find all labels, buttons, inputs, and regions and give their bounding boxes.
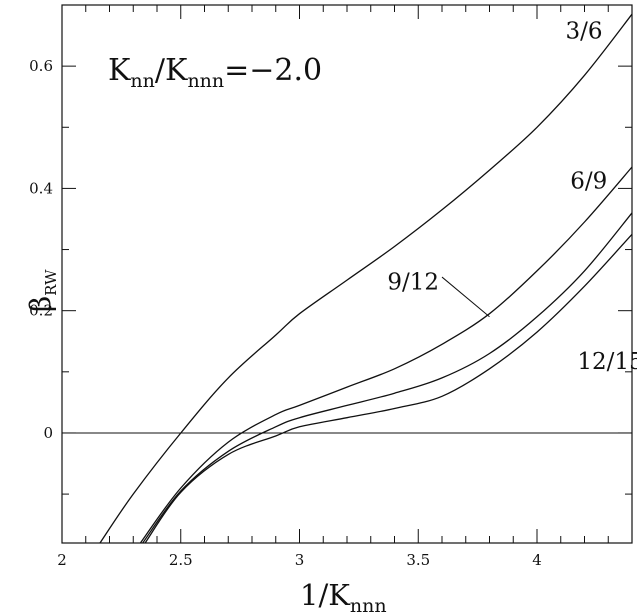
series-line-12-15 [144, 233, 633, 544]
y-tick-label: 0.2 [29, 302, 53, 320]
x-axis-label-main: 1/K [300, 578, 351, 612]
series-curves [99, 13, 633, 544]
ratio-value: =−2.0 [224, 53, 322, 88]
curve-labels: 3/6 6/9 9/12 12/15 [387, 19, 637, 375]
ratio-base-1: K [108, 53, 131, 88]
x-tick-label: 3 [295, 551, 305, 569]
y-tick-label: 0 [43, 424, 53, 442]
x-axis-label: 1/Knnn [300, 578, 387, 615]
x-tick-label: 3.5 [406, 551, 430, 569]
y-tick-label: 0.4 [29, 179, 53, 197]
series-line-9-12 [142, 212, 633, 544]
curve-leader-line [441, 276, 490, 318]
y-tick-label: 0.6 [29, 57, 53, 75]
curve-label-3-6: 3/6 [566, 19, 603, 45]
series-line-6-9 [139, 166, 633, 544]
x-tick-label: 2 [57, 551, 67, 569]
tick-labels: 2 2.5 3 3.5 4 0 0.2 0.4 0.6 [29, 57, 542, 569]
x-tick-label: 4 [532, 551, 542, 569]
ratio-sub-1: nn [130, 70, 154, 92]
ratio-sub-2: nnn [187, 70, 224, 92]
curve-label-12-15: 12/15 [577, 349, 637, 375]
series-line-3-6 [99, 13, 633, 544]
x-axis-label-sub: nnn [350, 595, 387, 615]
ratio-slash: / [155, 53, 166, 88]
ratio-base-2: K [165, 53, 188, 88]
x-tick-label: 2.5 [169, 551, 193, 569]
curve-label-6-9: 6/9 [570, 168, 607, 194]
ratio-annotation: Knn/Knnn=−2.0 [108, 53, 322, 92]
y-axis-label: βRW [24, 269, 60, 312]
y-axis-label-sub: RW [42, 269, 60, 296]
y-axis-label-main: β [24, 296, 57, 312]
curve-label-9-12: 9/12 [387, 269, 439, 295]
